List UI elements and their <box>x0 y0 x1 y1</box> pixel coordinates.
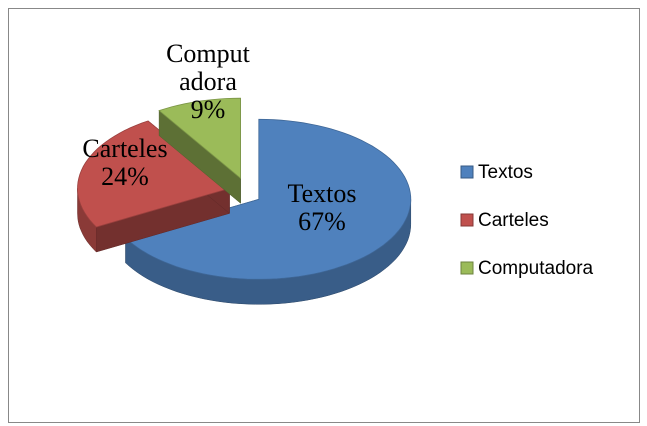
legend-label: Computadora <box>478 258 594 279</box>
slice-label: Computadora 9% <box>148 40 268 124</box>
slice-top <box>158 97 241 180</box>
legend-swatch <box>460 213 474 227</box>
slice-label-value: 24% <box>101 162 149 191</box>
slice-label-value: 67% <box>298 207 346 236</box>
legend-label: Carteles <box>478 210 549 231</box>
chart-frame <box>8 8 640 423</box>
pie-slice <box>158 97 241 204</box>
legend-swatch <box>460 165 474 179</box>
slice-top <box>77 120 231 228</box>
pie-slice <box>124 118 412 305</box>
pie-slice <box>77 120 231 253</box>
slice-label: Textos 67% <box>262 180 382 236</box>
legend-label: Textos <box>478 162 533 183</box>
slice-label-value: 9% <box>190 95 226 124</box>
slice-top <box>124 118 412 280</box>
slice-label-name: Textos <box>287 179 357 208</box>
slice-label: Carteles 24% <box>65 135 185 191</box>
slice-label-name: Computadora <box>166 39 250 96</box>
slice-label-name: Carteles <box>82 134 168 163</box>
legend-swatch <box>460 261 474 275</box>
